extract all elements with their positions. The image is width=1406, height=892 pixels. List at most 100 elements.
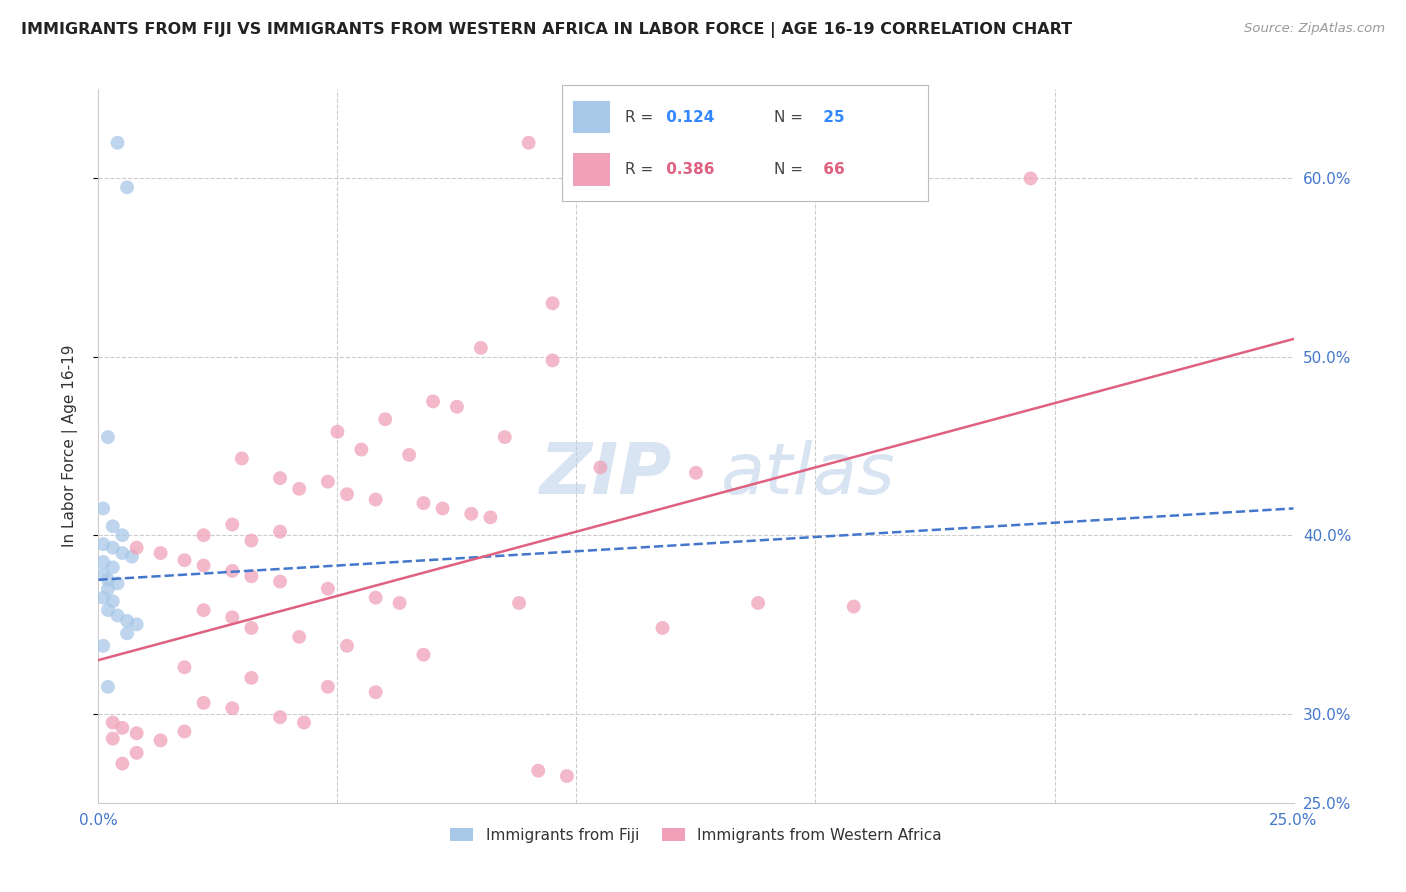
Point [336, 639, 359, 653]
Point [91, 567, 114, 582]
Point [326, 425, 349, 439]
Point [422, 394, 444, 409]
Point [240, 533, 263, 548]
Point [412, 648, 434, 662]
Point [91, 591, 114, 605]
Legend: Immigrants from Fiji, Immigrants from Western Africa: Immigrants from Fiji, Immigrants from We… [444, 822, 948, 848]
Point [111, 546, 134, 560]
Point [269, 471, 291, 485]
Point [288, 630, 311, 644]
Point [364, 685, 387, 699]
Point [374, 412, 396, 426]
Point [193, 696, 215, 710]
Point [91, 501, 114, 516]
Text: IMMIGRANTS FROM FIJI VS IMMIGRANTS FROM WESTERN AFRICA IN LABOR FORCE | AGE 16-1: IMMIGRANTS FROM FIJI VS IMMIGRANTS FROM … [21, 22, 1073, 38]
Point [107, 136, 129, 150]
Point [517, 136, 540, 150]
Point [107, 576, 129, 591]
Point [842, 599, 865, 614]
Y-axis label: In Labor Force | Age 16-19: In Labor Force | Age 16-19 [62, 344, 77, 548]
Point [1019, 171, 1042, 186]
Point [446, 400, 468, 414]
Point [193, 603, 215, 617]
Point [269, 574, 291, 589]
Text: 0.124: 0.124 [661, 110, 714, 125]
Point [269, 524, 291, 539]
Point [115, 614, 138, 628]
Point [97, 680, 120, 694]
Point [240, 569, 263, 583]
Point [115, 626, 138, 640]
Point [541, 296, 564, 310]
Point [97, 582, 120, 596]
Point [115, 180, 138, 194]
FancyBboxPatch shape [574, 153, 610, 186]
Point [101, 715, 124, 730]
Point [231, 451, 253, 466]
Point [97, 603, 120, 617]
Text: Source: ZipAtlas.com: Source: ZipAtlas.com [1244, 22, 1385, 36]
Point [398, 448, 420, 462]
Point [125, 726, 148, 740]
Point [111, 528, 134, 542]
Point [149, 546, 172, 560]
Point [193, 528, 215, 542]
Point [101, 560, 124, 574]
Point [316, 475, 339, 489]
Point [388, 596, 411, 610]
FancyBboxPatch shape [574, 101, 610, 134]
Point [747, 596, 769, 610]
Point [173, 553, 195, 567]
Point [412, 496, 434, 510]
Point [316, 582, 339, 596]
Point [589, 460, 612, 475]
Text: ZIP: ZIP [540, 440, 672, 509]
Point [364, 591, 387, 605]
Point [107, 608, 129, 623]
Point [527, 764, 550, 778]
Text: N =: N = [775, 161, 808, 177]
Point [97, 430, 120, 444]
Point [125, 541, 148, 555]
Point [221, 610, 243, 624]
Point [173, 724, 195, 739]
Point [101, 594, 124, 608]
Point [101, 731, 124, 746]
Point [125, 617, 148, 632]
Text: N =: N = [775, 110, 808, 125]
Point [432, 501, 454, 516]
Text: 66: 66 [818, 161, 845, 177]
Point [316, 680, 339, 694]
Text: atlas: atlas [720, 440, 894, 509]
Point [288, 482, 311, 496]
Text: 25: 25 [818, 110, 845, 125]
Point [221, 517, 243, 532]
Point [364, 492, 387, 507]
Point [101, 541, 124, 555]
Point [494, 430, 516, 444]
Text: R =: R = [624, 161, 658, 177]
Point [240, 671, 263, 685]
Point [651, 621, 673, 635]
Point [508, 596, 530, 610]
Point [101, 519, 124, 533]
Text: R =: R = [624, 110, 658, 125]
Text: 0.386: 0.386 [661, 161, 714, 177]
Point [470, 341, 492, 355]
Point [149, 733, 172, 747]
Point [173, 660, 195, 674]
Point [97, 573, 120, 587]
Point [541, 353, 564, 368]
Point [292, 715, 315, 730]
Point [350, 442, 373, 457]
Point [111, 756, 134, 771]
Point [336, 487, 359, 501]
Point [121, 549, 143, 564]
Point [221, 701, 243, 715]
Point [111, 721, 134, 735]
Point [91, 555, 114, 569]
Point [125, 746, 148, 760]
Point [685, 466, 707, 480]
Point [240, 621, 263, 635]
Point [193, 558, 215, 573]
